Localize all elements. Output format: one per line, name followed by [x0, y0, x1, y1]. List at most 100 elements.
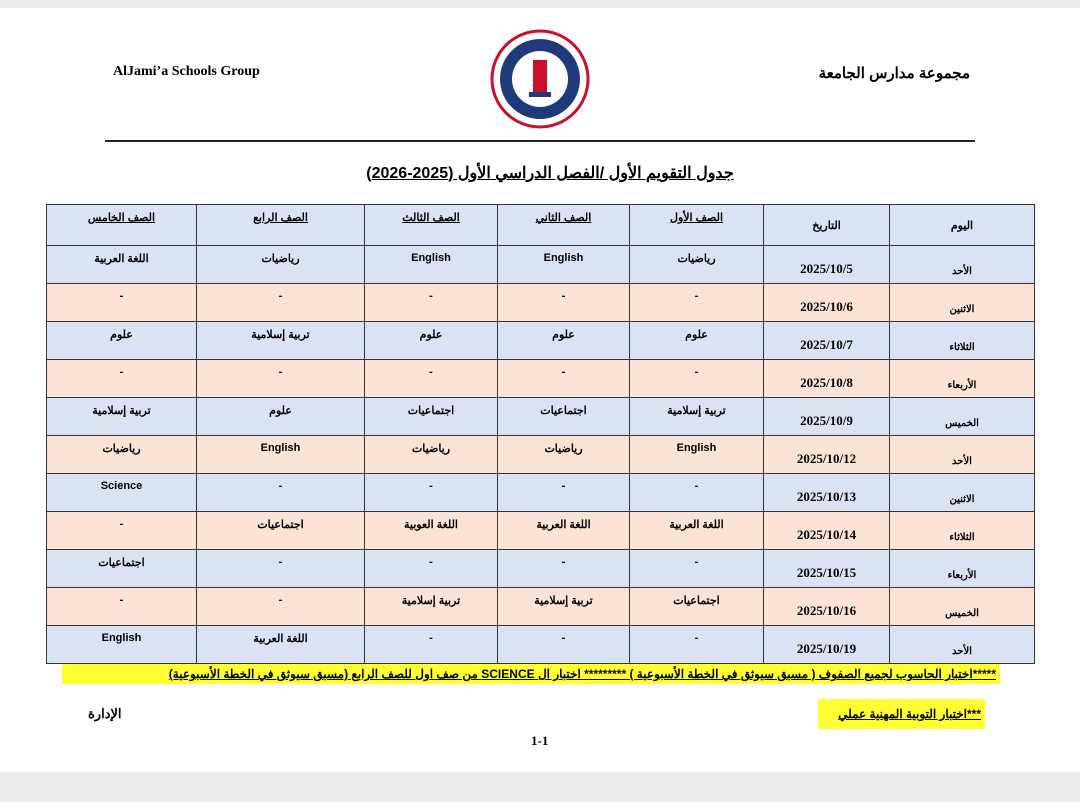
subject-cell: تربية إسلامية: [364, 587, 498, 626]
day-cell: الأحد: [889, 245, 1035, 284]
day-cell: الخميس: [889, 397, 1035, 436]
table-row: الأحد 2025/10/19- - - اللغة العربية English: [46, 625, 1035, 664]
school-name-ar: مجموعة مدارس الجامعة: [818, 65, 970, 82]
date-cell: 2025/10/16: [763, 587, 890, 626]
date-cell: 2025/10/8: [763, 359, 890, 398]
table-row: الأحد 2025/10/12 English رياضيات رياضيات Engl…: [46, 435, 1035, 474]
subject-cell: -: [497, 625, 630, 664]
date-cell: 2025/10/13: [763, 473, 890, 512]
day-cell: الأربعاء: [889, 549, 1035, 588]
subject-cell: -: [46, 587, 197, 626]
subject-cell: -: [46, 359, 197, 398]
table-row: الاثنين 2025/10/6- - - - -: [46, 283, 1035, 322]
table-row: الخميس 2025/10/9 تربية إسلامية اجتماعيات اجت…: [46, 397, 1035, 436]
subject-cell: English: [46, 625, 197, 664]
date-cell: 2025/10/6: [763, 283, 890, 322]
subject-cell: -: [196, 587, 365, 626]
subject-cell: -: [497, 283, 630, 322]
header-divider: [105, 140, 975, 142]
subject-cell: رياضيات: [497, 435, 630, 474]
column-header: الصف الثاني: [497, 204, 630, 246]
subject-cell: -: [497, 359, 630, 398]
subject-cell: اللغة العوبية: [364, 511, 498, 550]
subject-cell: اللغة العربية: [196, 625, 365, 664]
table-row: الاثنين 2025/10/13- - - - Science: [46, 473, 1035, 512]
day-cell: الخميس: [889, 587, 1035, 626]
date-cell: 2025/10/15: [763, 549, 890, 588]
administration-signature: الإدارة: [88, 706, 122, 721]
subject-cell: English: [497, 245, 630, 284]
column-header: الصف الرابع: [196, 204, 365, 246]
exam-schedule-table: اليوم التاريخ الصف الأول الصف الثاني الصف ال…: [46, 204, 1035, 664]
subject-cell: Science: [46, 473, 197, 512]
table-row: الأربعاء 2025/10/15- - - - اجتماعيات: [46, 549, 1035, 588]
subject-cell: علوم: [364, 321, 498, 360]
date-cell: 2025/10/14: [763, 511, 890, 550]
table-row: الثلاثاء 2025/10/14 اللغة العربية اللغة الع…: [46, 511, 1035, 550]
table-row: الأحد 2025/10/5 رياضيات English English رياضي…: [46, 245, 1035, 284]
subject-cell: -: [497, 549, 630, 588]
subject-cell: رياضيات: [364, 435, 498, 474]
subject-cell: تربية إسلامية: [629, 397, 764, 436]
column-header: الصف الخامس: [46, 204, 197, 246]
subject-cell: English: [629, 435, 764, 474]
subject-cell: علوم: [629, 321, 764, 360]
subject-cell: -: [196, 359, 365, 398]
date-cell: 2025/10/7: [763, 321, 890, 360]
subject-cell: -: [196, 549, 365, 588]
column-header: اليوم: [889, 204, 1035, 246]
school-name-en: AlJami’a Schools Group: [113, 64, 260, 79]
subject-cell: رياضيات: [46, 435, 197, 474]
note-computer-science-exams: *****اختبار الحاسوب لجميع الصفوف ( مسبق …: [62, 664, 1000, 684]
day-cell: الثلاثاء: [889, 321, 1035, 360]
column-header: التاريخ: [763, 204, 890, 246]
subject-cell: علوم: [497, 321, 630, 360]
subject-cell: -: [46, 511, 197, 550]
subject-cell: -: [196, 473, 365, 512]
subject-cell: علوم: [46, 321, 197, 360]
subject-cell: اجتماعيات: [364, 397, 498, 436]
subject-cell: اللغة العربية: [46, 245, 197, 284]
day-cell: الاثنين: [889, 283, 1035, 322]
subject-cell: اجتماعيات: [196, 511, 365, 550]
subject-cell: -: [629, 283, 764, 322]
date-cell: 2025/10/19: [763, 625, 890, 664]
subject-cell: -: [46, 283, 197, 322]
subject-cell: تربية إسلامية: [497, 587, 630, 626]
table-row: الأربعاء 2025/10/8- - - - -: [46, 359, 1035, 398]
day-cell: الأربعاء: [889, 359, 1035, 398]
page-title: جدول التقويم الأول /الفصل الدراسي الأول …: [366, 165, 734, 182]
subject-cell: -: [196, 283, 365, 322]
subject-cell: -: [364, 473, 498, 512]
table-row: الخميس 2025/10/16 اجتماعيات تربية إسلامية تر…: [46, 587, 1035, 626]
subject-cell: علوم: [196, 397, 365, 436]
subject-cell: -: [364, 625, 498, 664]
date-cell: 2025/10/9: [763, 397, 890, 436]
page-number: 1-1: [531, 733, 549, 748]
day-cell: الأحد: [889, 625, 1035, 664]
subject-cell: اللغة العربية: [497, 511, 630, 550]
date-cell: 2025/10/5: [763, 245, 890, 284]
subject-cell: -: [629, 359, 764, 398]
school-logo: [490, 29, 590, 129]
day-cell: الثلاثاء: [889, 511, 1035, 550]
subject-cell: -: [629, 549, 764, 588]
table-row: الثلاثاء 2025/10/7 علوم علوم علوم تربية إسلام…: [46, 321, 1035, 360]
day-cell: الاثنين: [889, 473, 1035, 512]
table-header-row: اليوم التاريخ الصف الأول الصف الثاني الصف ال…: [46, 204, 1035, 246]
subject-cell: اجتماعيات: [46, 549, 197, 588]
subject-cell: -: [364, 283, 498, 322]
subject-cell: اللغة العربية: [629, 511, 764, 550]
subject-cell: English: [196, 435, 365, 474]
date-cell: 2025/10/12: [763, 435, 890, 474]
subject-cell: اجتماعيات: [629, 587, 764, 626]
subject-cell: English: [364, 245, 498, 284]
subject-cell: -: [629, 625, 764, 664]
subject-cell: اجتماعيات: [497, 397, 630, 436]
column-header: الصف الأول: [629, 204, 764, 246]
subject-cell: تربية إسلامية: [46, 397, 197, 436]
subject-cell: -: [629, 473, 764, 512]
subject-cell: -: [364, 359, 498, 398]
document-page: AlJami’a Schools Group مجموعة مدارس الجا…: [0, 8, 1080, 772]
subject-cell: رياضيات: [629, 245, 764, 284]
